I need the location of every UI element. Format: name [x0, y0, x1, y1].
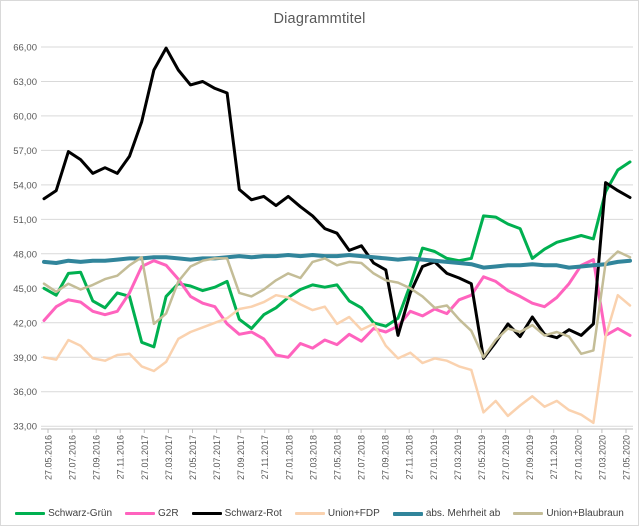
y-axis-label: 66,00	[13, 43, 37, 54]
legend-swatch-g2r	[125, 512, 156, 515]
x-axis-label: 27.11.2019	[549, 435, 559, 479]
legend-item-schwarz-gr-n[interactable]: Schwarz-Grün	[15, 508, 112, 519]
series-line-g2r[interactable]	[42, 258, 632, 359]
legend-swatch-union-fdp	[294, 512, 325, 515]
x-axis-label: 27.01.2019	[429, 435, 439, 480]
x-axis-label: 27.01.2018	[284, 435, 294, 480]
y-axis-label: 45,00	[13, 284, 37, 295]
x-axis-label: 27.01.2017	[140, 435, 150, 480]
y-axis-label: 60,00	[13, 111, 37, 122]
x-axis-label: 27.07.2019	[501, 435, 511, 480]
legend-label-union-blaubraun: Union+Blaubraun	[546, 508, 624, 519]
x-axis-label: 27.01.2020	[573, 435, 583, 480]
legend-label-abs-mehrheit-ab: abs. Mehrheit ab	[425, 508, 501, 519]
x-axis-label: 27.03.2017	[164, 435, 174, 480]
x-axis-label: 27.09.2017	[236, 435, 246, 480]
x-axis-label: 27.03.2019	[453, 435, 463, 480]
legend-label-schwarz-rot: Schwarz-Rot	[224, 508, 282, 519]
x-axis-label: 27.03.2020	[597, 435, 607, 480]
legend-item-union-fdp[interactable]: Union+FDP	[294, 508, 380, 519]
y-axis-label: 51,00	[13, 215, 37, 226]
x-axis-label: 27.09.2019	[525, 435, 535, 480]
legend-label-schwarz-gr-n: Schwarz-Grün	[48, 508, 113, 519]
legend-swatch-schwarz-gr-n	[15, 512, 46, 515]
x-axis-label: 27.05.2017	[188, 435, 198, 480]
legend-swatch-schwarz-rot	[191, 512, 222, 515]
series-line-schwarz-gr-n[interactable]	[42, 160, 632, 349]
x-axis-label: 27.11.2017	[260, 435, 270, 479]
x-axis-label: 27.07.2017	[212, 435, 222, 480]
y-axis-label: 48,00	[13, 249, 37, 260]
series-line-schwarz-rot[interactable]	[42, 46, 632, 360]
x-axis-label: 27.07.2016	[68, 435, 78, 480]
x-axis-label: 27.09.2018	[381, 435, 391, 480]
series-line-union-blaubraun[interactable]	[42, 250, 632, 359]
x-axis-label: 27.05.2016	[44, 435, 54, 480]
legend-item-abs-mehrheit-ab[interactable]: abs. Mehrheit ab	[392, 508, 501, 519]
x-axis-label: 27.11.2018	[405, 435, 415, 479]
legend-label-g2r: G2R	[158, 508, 179, 519]
y-axis-label: 33,00	[13, 422, 37, 433]
x-axis-label: 27.05.2020	[622, 435, 632, 480]
series-line-union-fdp[interactable]	[42, 293, 632, 425]
legend-swatch-abs-mehrheit-ab	[392, 511, 423, 516]
legend-label-union-fdp: Union+FDP	[327, 508, 380, 519]
legend-item-schwarz-rot[interactable]: Schwarz-Rot	[191, 508, 282, 519]
x-axis-label: 27.03.2018	[308, 435, 318, 480]
legend-item-union-blaubraun[interactable]: Union+Blaubraun	[513, 508, 624, 519]
chart-legend: Schwarz-Grün G2R Schwarz-Rot Union+FDP abs. …	[1, 508, 638, 519]
y-axis-label: 39,00	[13, 353, 37, 364]
x-axis-label: 27.07.2018	[357, 435, 367, 480]
x-axis-label: 27.05.2018	[333, 435, 343, 480]
x-axis-label: 27.05.2019	[477, 435, 487, 480]
y-axis-label: 42,00	[13, 318, 37, 329]
x-axis-label: 27.11.2016	[116, 435, 126, 479]
legend-item-g2r[interactable]: G2R	[125, 508, 179, 519]
chart-title: Diagrammtitel	[273, 11, 366, 27]
x-axis-label: 27.09.2016	[92, 435, 102, 480]
y-axis-label: 36,00	[13, 387, 37, 398]
y-axis-label: 63,00	[13, 77, 37, 88]
y-axis-label: 57,00	[13, 146, 37, 157]
y-axis-label: 54,00	[13, 180, 37, 191]
legend-swatch-union-blaubraun	[513, 512, 544, 515]
